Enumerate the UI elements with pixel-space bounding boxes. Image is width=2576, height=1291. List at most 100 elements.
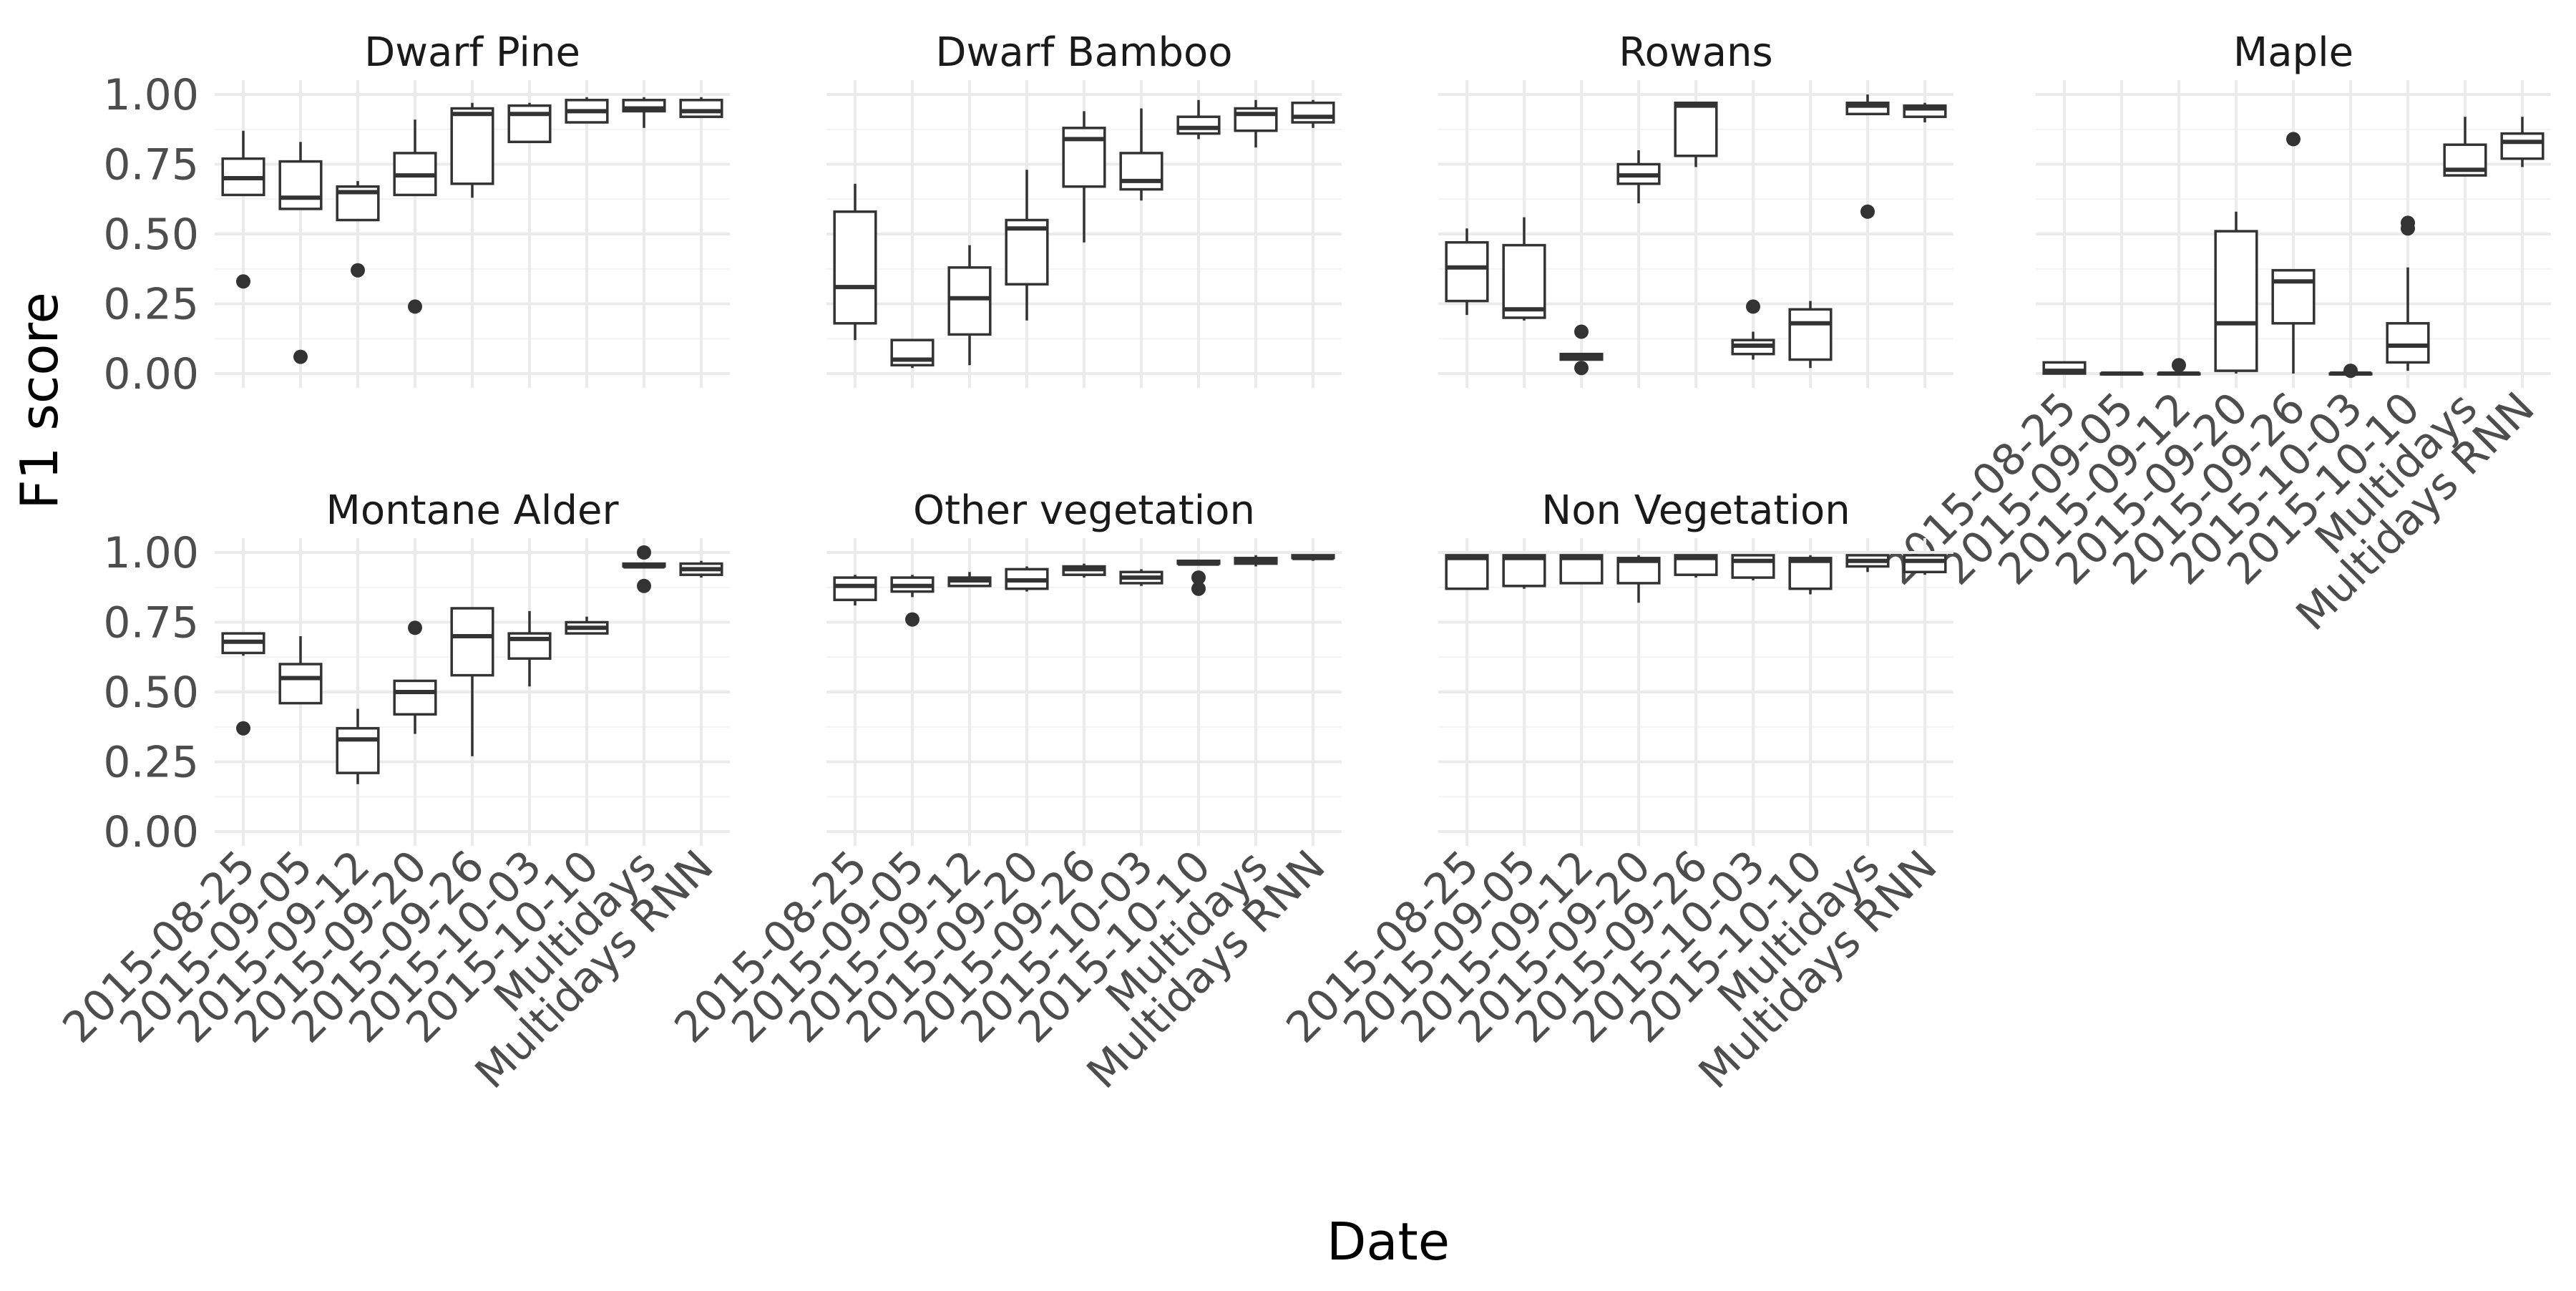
box-iqr (1788, 557, 1833, 590)
outlier-point (2172, 358, 2186, 373)
box-iqr (1731, 554, 1775, 579)
box-2015-08-25 (1445, 228, 1489, 316)
box-2015-08-25 (221, 130, 265, 289)
y-tick-label: 0.25 (103, 738, 199, 788)
y-tick-label: 0.50 (103, 668, 199, 718)
box-2015-10-10 (2386, 215, 2430, 371)
box-2015-08-25 (2042, 361, 2087, 375)
box-iqr (1903, 554, 1947, 574)
outlier-point (408, 299, 422, 314)
box-2015-09-26 (1674, 101, 1718, 167)
box-iqr (1234, 107, 1278, 132)
outlier-point (2343, 364, 2358, 379)
box-2015-09-26 (2271, 132, 2316, 374)
box-2015-10-03 (507, 610, 552, 687)
facet-title: Rowans (1619, 29, 1772, 76)
outlier-point (1191, 581, 1206, 596)
box-Multidays RNN (1291, 554, 1335, 561)
outlier-point (1191, 570, 1206, 585)
box-iqr (2271, 268, 2316, 325)
box-2015-10-03 (1119, 569, 1163, 586)
box-iqr (679, 99, 723, 118)
box-iqr (1445, 554, 1489, 590)
facet-panel: Non Vegetation2015-08-252015-09-052015-0… (1277, 487, 1953, 1098)
box-2015-09-05 (278, 142, 323, 364)
box-2015-09-20 (1005, 566, 1049, 592)
box-iqr (507, 104, 552, 144)
box-iqr (1176, 115, 1221, 135)
box-2015-09-20 (1616, 555, 1661, 603)
box-2015-10-03 (1731, 554, 1775, 580)
box-2015-09-20 (393, 620, 437, 734)
box-iqr (278, 160, 323, 210)
facets-layer: Dwarf Pine 0.00 0.25 0.50 0.75 1.00 Dwarf Bamb… (54, 29, 2551, 1098)
box-iqr (1005, 218, 1049, 286)
box-2015-10-10 (565, 616, 609, 635)
facet-title: Maple (2233, 29, 2353, 76)
box-2015-09-26 (450, 607, 494, 756)
y-tick-label: 0.00 (103, 349, 199, 399)
box-iqr (450, 107, 494, 185)
y-tick-label: 1.00 (103, 70, 199, 120)
box-2015-08-25 (221, 632, 265, 736)
box-iqr (1291, 101, 1335, 124)
box-2015-09-20 (1005, 170, 1049, 321)
box-2015-09-05 (890, 338, 935, 369)
box-iqr (1502, 554, 1546, 588)
box-iqr (1062, 127, 1106, 188)
y-tick-label: 0.75 (103, 598, 199, 648)
box-iqr (833, 576, 877, 602)
box-iqr (2386, 322, 2430, 364)
outlier-point (351, 263, 365, 278)
box-2015-09-12 (947, 245, 992, 366)
facet-title: Non Vegetation (1541, 487, 1850, 534)
box-Multidays (1234, 99, 1278, 148)
box-2015-09-12 (947, 572, 992, 588)
box-2015-09-26 (1674, 554, 1718, 578)
outlier-point (1746, 299, 1760, 314)
box-Multidays RNN (679, 97, 723, 118)
box-Multidays RNN (679, 560, 723, 578)
box-2015-08-25 (833, 183, 877, 341)
box-iqr (1788, 308, 1833, 361)
facet-title: Other vegetation (913, 487, 1255, 534)
facet-title: Dwarf Bamboo (935, 29, 1232, 76)
box-2015-09-05 (278, 636, 323, 705)
box-Multidays RNN (2500, 117, 2545, 167)
y-axis-title: F1 score (9, 292, 69, 510)
box-iqr (1119, 152, 1163, 191)
box-iqr (947, 266, 992, 336)
box-2015-10-10 (1176, 559, 1221, 596)
outlier-point (1860, 204, 1875, 219)
y-tick-label: 0.75 (103, 140, 199, 190)
box-2015-09-05 (890, 575, 935, 627)
box-2015-09-26 (1062, 563, 1106, 578)
box-2015-09-26 (450, 102, 494, 198)
box-2015-09-12 (2157, 358, 2201, 376)
box-2015-10-10 (1176, 99, 1221, 140)
box-2015-09-12 (336, 180, 380, 278)
facet-title: Montane Alder (326, 487, 620, 534)
box-2015-08-25 (833, 575, 877, 606)
box-2015-10-10 (565, 97, 609, 124)
outlier-point (293, 349, 308, 364)
outlier-point (236, 274, 250, 289)
box-iqr (336, 726, 380, 774)
outlier-point (2401, 215, 2415, 230)
box-Multidays (622, 545, 666, 593)
box-iqr (393, 679, 437, 716)
box-iqr (2500, 132, 2545, 160)
y-tick-label: 1.00 (103, 528, 199, 578)
box-2015-10-03 (2328, 364, 2373, 379)
box-2015-08-25 (1445, 554, 1489, 590)
box-Multidays (2443, 117, 2487, 177)
box-2015-10-10 (1788, 555, 1833, 595)
y-tick-label: 0.25 (103, 280, 199, 330)
outlier-point (1574, 361, 1589, 376)
x-axis-title: Date (1327, 1212, 1450, 1272)
y-tick-label: 0.00 (103, 807, 199, 857)
box-Multidays RNN (1291, 99, 1335, 128)
box-Multidays (622, 97, 666, 128)
